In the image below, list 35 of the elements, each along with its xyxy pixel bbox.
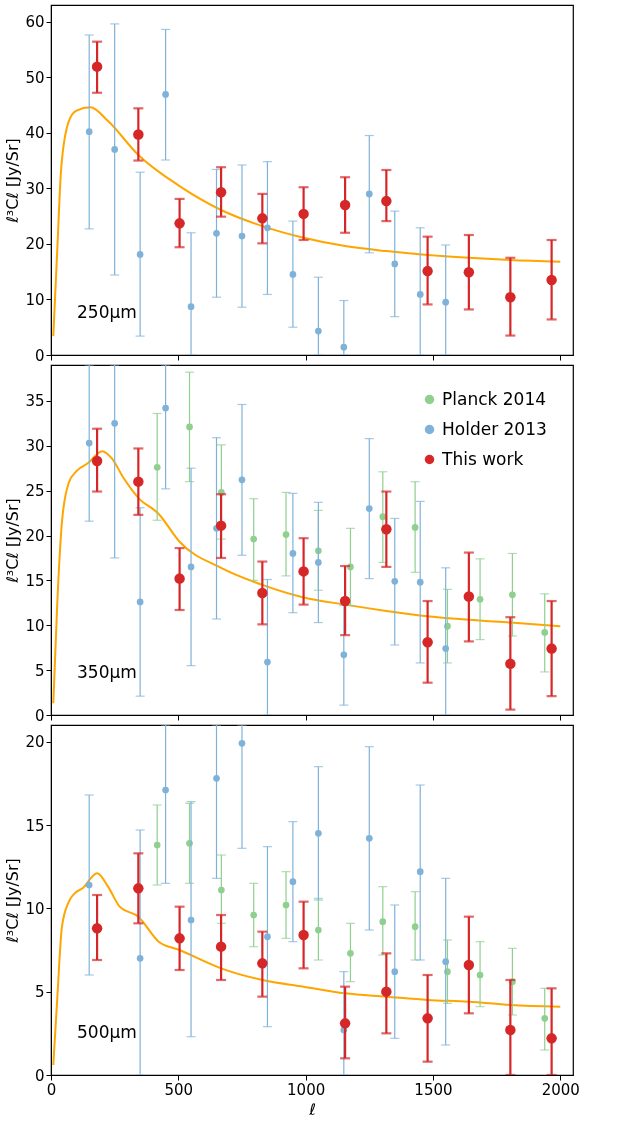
y-axis-title: ℓ³Cℓ [Jy/Sr] xyxy=(3,498,23,584)
y-tick-label: 10 xyxy=(25,290,45,309)
legend-label: Planck 2014 xyxy=(442,388,547,409)
y-tick-label: 0 xyxy=(34,706,45,725)
y-tick-label: 20 xyxy=(25,235,45,254)
legend-label: This work xyxy=(441,448,524,469)
x-tick-label: 2000 xyxy=(541,1080,580,1099)
y-tick-label: 15 xyxy=(25,816,45,835)
y-tick-label: 0 xyxy=(34,346,45,365)
y-tick-label: 5 xyxy=(34,661,45,680)
y-tick-label: 40 xyxy=(25,124,45,143)
x-axis-title: ℓ xyxy=(308,1099,316,1119)
x-tick-label: 500 xyxy=(164,1080,194,1099)
x-tick-label: 0 xyxy=(46,1080,57,1099)
y-axis-title: ℓ³Cℓ [Jy/Sr] xyxy=(3,138,23,224)
y-tick-label: 30 xyxy=(25,437,45,456)
y-tick-label: 30 xyxy=(25,179,45,198)
y-tick-label: 60 xyxy=(25,13,45,32)
legend-label: Holder 2013 xyxy=(442,418,547,439)
y-tick-label: 0 xyxy=(34,1066,45,1085)
y-tick-label: 10 xyxy=(25,899,45,918)
annotation: 250μm xyxy=(77,302,137,322)
x-tick-label: 1000 xyxy=(287,1080,326,1099)
annotation: 500μm xyxy=(77,1022,137,1042)
y-tick-label: 20 xyxy=(25,527,45,546)
y-tick-label: 15 xyxy=(25,571,45,590)
y-tick-label: 35 xyxy=(25,392,45,411)
y-tick-label: 10 xyxy=(25,616,45,635)
y-tick-label: 20 xyxy=(25,733,45,752)
y-axis-title: ℓ³Cℓ [Jy/Sr] xyxy=(3,858,23,944)
y-tick-label: 50 xyxy=(25,68,45,87)
y-tick-label: 5 xyxy=(34,983,45,1002)
annotation: 350μm xyxy=(77,662,137,682)
x-tick-label: 1500 xyxy=(414,1080,453,1099)
y-tick-label: 25 xyxy=(25,482,45,501)
